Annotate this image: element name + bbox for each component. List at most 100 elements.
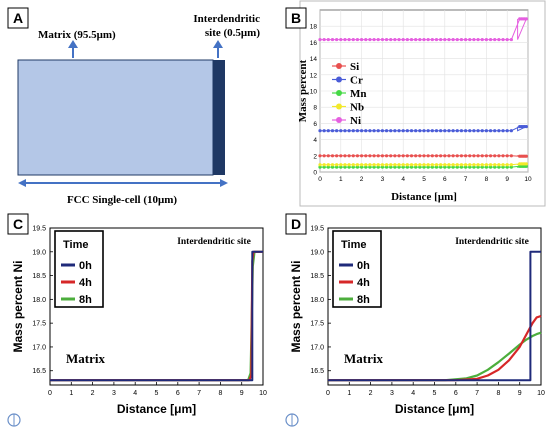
plot-b-point-si [455, 154, 459, 158]
plot-b-legend-marker-mn [336, 90, 342, 96]
plot-b-ytick-label: 12 [310, 72, 318, 79]
plot-c-ytick-label: 18.5 [32, 273, 46, 280]
cell-width-label: FCC Single-cell (10μm) [67, 194, 177, 206]
plot-b-point-nb [501, 163, 505, 167]
plot-d-ytick-label: 16.5 [310, 368, 324, 375]
plot-b-point-cr [524, 125, 528, 129]
plot-b-ytick-label: 16 [310, 40, 318, 47]
plot-b-point-mn [430, 165, 434, 169]
plot-b-point-ni [372, 37, 376, 42]
plot-d-xtick-label: 6 [454, 390, 458, 397]
plot-b-point-nb [484, 163, 488, 167]
plot-b-legend-marker-si [336, 63, 342, 69]
plot-b-point-mn [476, 165, 480, 169]
plot-b-point-mn [389, 165, 393, 169]
plot-b-legend-label-nb: Nb [350, 102, 364, 114]
matrix-region [17, 59, 214, 176]
plot-b-point-cr [397, 129, 401, 133]
plot-c-legend-label-8h: 8h [79, 294, 92, 306]
plot-b-point-nb [355, 163, 360, 167]
plot-b-point-nb [430, 163, 434, 167]
plot-b-point-ni [318, 37, 322, 42]
plot-b-point-cr [355, 129, 360, 133]
plot-b-point-nb [409, 163, 414, 167]
plot-b-point-ni [493, 37, 497, 42]
plot-c-legend-box [54, 230, 104, 308]
plot-b-point-si [384, 154, 389, 158]
plot-b-point-nb [393, 163, 397, 167]
plot-b-point-mn [322, 165, 326, 169]
plot-b-point-nb [524, 162, 528, 166]
plot-b-point-cr [505, 129, 509, 133]
plot-b-point-si [426, 154, 430, 158]
plot-b-point-cr [439, 129, 443, 133]
plot-b-point-ni [422, 37, 426, 42]
plot-b-ytick-label: 2 [313, 153, 317, 160]
plot-b-point-cr [368, 129, 372, 133]
plot-b-point-cr [335, 129, 339, 133]
plot-b-point-nb [339, 163, 343, 167]
plot-b-point-mn [434, 165, 439, 169]
plot-b-point-ni [439, 37, 443, 42]
plot-b-point-si [447, 154, 451, 158]
plot-c-ytick-label: 19.5 [32, 226, 46, 233]
plot-b-point-ni [501, 37, 505, 42]
plot-b-point-si [505, 154, 509, 158]
panel-b-letter: B [291, 10, 301, 26]
plot-b-xtick-label: 9 [505, 176, 509, 183]
plot-b-point-mn [318, 165, 322, 169]
plot-c-xtick-label: 6 [176, 390, 180, 397]
plot-b-point-mn [372, 165, 376, 169]
plot-b-point-cr [484, 129, 488, 133]
plot-b-point-mn [368, 165, 372, 169]
plot-b-point-nb [322, 163, 326, 167]
plot-b-point-mn [343, 165, 347, 169]
plot-b-point-nb [464, 163, 468, 167]
plot-b-point-nb [447, 163, 451, 167]
plot-b-point-mn [347, 165, 351, 169]
plot-b-point-cr [326, 129, 330, 133]
plot-b-point-ni [459, 37, 464, 42]
plot-b-xtick-label: 3 [381, 176, 385, 183]
plot-b-point-nb [376, 163, 380, 167]
plot-b-point-nb [372, 163, 376, 167]
plot-b-legend-marker-ni [336, 117, 342, 123]
plot-b-point-nb [443, 163, 447, 167]
plot-b-point-mn [351, 165, 355, 169]
panel-a-letter-box [7, 7, 29, 29]
plot-b-point-ni [368, 37, 372, 42]
plot-b-point-cr [509, 129, 513, 133]
plot-b-point-nb [335, 163, 339, 167]
plot-d-ylabel: Mass percent Ni [289, 260, 303, 352]
plot-c-xtick-label: 9 [240, 390, 244, 397]
plot-b-xtick-label: 8 [485, 176, 489, 183]
plot-b-point-si [351, 154, 355, 158]
plot-b-point-ni [330, 37, 335, 42]
plot-b-point-si [318, 154, 322, 158]
plot-b-point-nb [434, 163, 439, 167]
plot-b-point-si [335, 154, 339, 158]
plot-b-point-nb [351, 163, 355, 167]
plot-b-point-ni [389, 37, 393, 42]
plot-d-annotation-matrix: Matrix [344, 351, 383, 366]
plot-d-xlabel: Distance [μm] [395, 402, 474, 416]
plot-b-point-mn [422, 165, 426, 169]
plot-b-point-ni [430, 37, 434, 42]
plot-b-point-mn [497, 165, 501, 169]
panel-b-frame [299, 0, 546, 207]
plot-b-point-mn [443, 165, 447, 169]
plot-b-point-si [509, 154, 513, 158]
panel-a: A Matrix (95.5μm) Interdendritic site (0… [7, 7, 260, 206]
plot-b-point-cr [464, 129, 468, 133]
plot-b-point-mn [397, 165, 401, 169]
plot-b-point-cr [409, 129, 414, 133]
plot-d: 16.5 17.0 17.5 18.0 18.5 19.0 19.5 0 1 2 3 4 5 6 7 8 9 10… [289, 226, 545, 417]
plot-b-point-mn [472, 165, 476, 169]
plot-b-point-mn [468, 165, 472, 169]
plot-b-point-ni [476, 37, 480, 42]
plot-b-point-mn [509, 165, 513, 169]
plot-b-ytick-label: 10 [310, 89, 318, 96]
plot-b-xlabel: Distance [μm] [391, 191, 457, 203]
open-access-logo-icon-2 [285, 413, 299, 427]
plot-b-point-si [380, 154, 384, 158]
